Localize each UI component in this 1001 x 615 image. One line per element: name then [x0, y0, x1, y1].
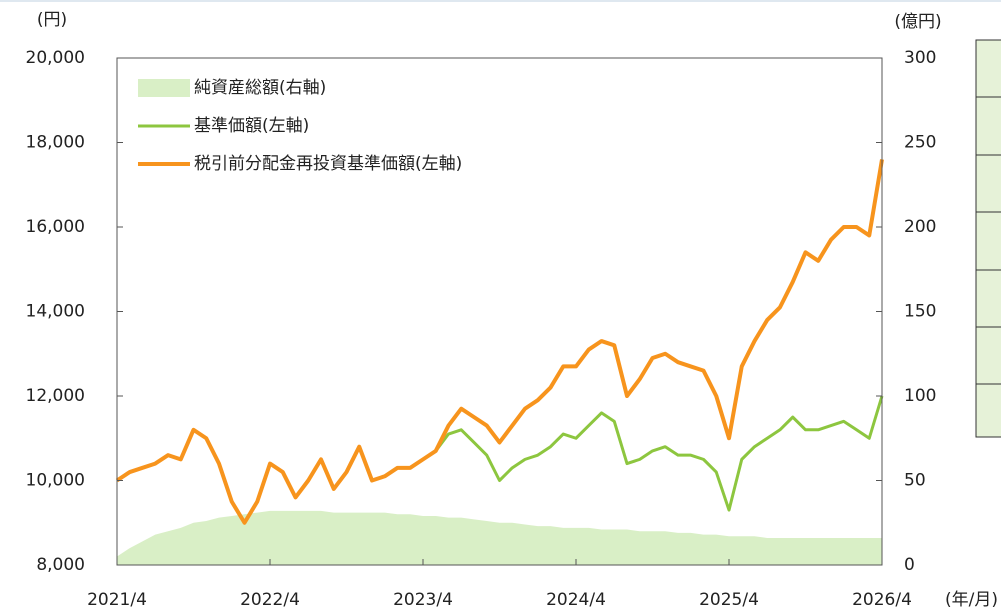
x-tick-label: 2021/4 — [87, 590, 147, 610]
x-tick-label: 2025/4 — [699, 590, 759, 610]
y-tick-label: 18,000 — [26, 133, 85, 153]
y2-tick-label: 250 — [904, 133, 936, 153]
line — [115, 159, 884, 525]
y2-tick-label: 150 — [904, 302, 936, 322]
x-tick-label: 2024/4 — [546, 590, 606, 610]
y2-tick-label: 200 — [904, 217, 936, 237]
legend-label: 純資産総額(右軸) — [194, 78, 326, 98]
legend-label: 税引前分配金再投資基準価額(左軸) — [194, 154, 462, 174]
y2-tick-label: 0 — [904, 555, 915, 575]
area — [117, 510, 882, 565]
y-tick-label: 14,000 — [26, 302, 85, 322]
legend-label: 基準価額(左軸) — [194, 116, 309, 136]
y2-tick-label: 50 — [904, 471, 926, 491]
x-axis-label: (年/月) — [945, 590, 998, 610]
x-tick-label: 2023/4 — [393, 590, 453, 610]
y2-tick-label: 100 — [904, 386, 936, 406]
y2-tick-label: 300 — [904, 48, 936, 68]
x-tick-label: 2022/4 — [240, 590, 300, 610]
y-axis-label: (円) — [37, 10, 67, 30]
y2-axis-label: (億円) — [894, 12, 941, 32]
y-tick-label: 20,000 — [26, 48, 85, 68]
y-tick-label: 16,000 — [26, 217, 85, 237]
y-tick-label: 12,000 — [26, 386, 85, 406]
y-tick-label: 8,000 — [36, 555, 85, 575]
x-tick-label: 2026/4 — [852, 590, 912, 610]
y-tick-label: 10,000 — [26, 471, 85, 491]
legend-swatch — [138, 79, 190, 97]
side-table — [975, 39, 1001, 438]
side-table-lines — [976, 96, 1001, 385]
